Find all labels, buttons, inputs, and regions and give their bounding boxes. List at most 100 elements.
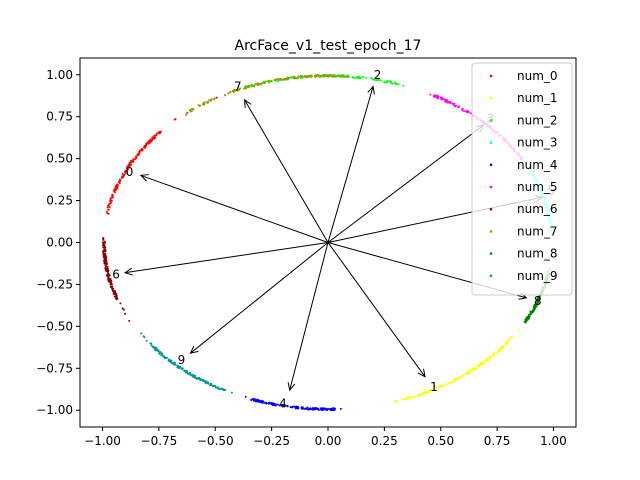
legend-marker-num_8: [489, 252, 493, 255]
point-num_1: [459, 376, 462, 379]
point-num_9: [174, 363, 177, 366]
point-num_1: [435, 388, 438, 391]
y-tick-label: −0.75: [36, 361, 73, 375]
point-num_7: [203, 103, 206, 106]
point-num_4: [325, 409, 328, 412]
point-num_2: [390, 80, 393, 83]
point-num_5: [443, 98, 446, 101]
point-num_7: [278, 77, 281, 80]
point-num_0: [116, 186, 119, 189]
legend-marker-num_1: [489, 96, 493, 100]
point-num_6: [107, 272, 110, 275]
point-num_1: [413, 396, 416, 399]
point-num_2: [351, 76, 354, 79]
legend-label-num_8: num_8: [517, 247, 558, 261]
point-num_7: [303, 74, 306, 77]
y-tick-label: −0.25: [36, 277, 73, 291]
arrow-4: [289, 242, 329, 391]
point-num_7: [256, 82, 259, 85]
point-num_6: [104, 252, 107, 255]
point-num_6: [128, 319, 131, 322]
point-num_2: [386, 79, 389, 82]
legend-label-num_4: num_4: [517, 158, 558, 172]
point-num_7: [258, 83, 261, 86]
point-num_2: [395, 83, 398, 86]
point-num_0: [143, 146, 145, 149]
legend-marker-num_9: [489, 274, 493, 278]
point-num_4: [296, 405, 299, 408]
point-num_4: [262, 400, 265, 403]
point-num_0: [124, 172, 127, 175]
legend-box: [471, 62, 573, 296]
point-num_9: [161, 352, 164, 355]
point-num_9: [183, 370, 186, 373]
point-num_0: [152, 136, 155, 139]
arrow-2: [327, 86, 374, 243]
point-num_6: [123, 312, 126, 315]
point-num_2: [397, 83, 400, 86]
point-num_2: [358, 76, 361, 79]
point-num_9: [173, 362, 176, 365]
point-num_4: [268, 402, 271, 405]
point-num_4: [276, 403, 279, 406]
point-num_9: [204, 380, 207, 383]
point-num_0: [147, 142, 150, 145]
point-num_7: [331, 75, 334, 78]
point-num_0: [109, 200, 112, 203]
arrow-0: [140, 174, 329, 243]
point-num_0: [108, 206, 111, 209]
point-num_0: [113, 188, 116, 191]
point-num_8: [530, 311, 533, 314]
arrow-label-6: 6: [112, 267, 120, 281]
point-num_5: [446, 99, 449, 102]
point-num_7: [346, 75, 349, 78]
point-num_1: [432, 388, 435, 391]
series-num_6: [101, 237, 131, 322]
point-num_1: [401, 398, 404, 401]
point-num_8: [537, 301, 540, 304]
point-num_4: [329, 408, 332, 411]
point-num_9: [217, 386, 220, 389]
point-num_9: [199, 378, 202, 381]
legend-marker-num_0: [489, 74, 493, 78]
point-num_1: [498, 349, 501, 352]
point-num_7: [203, 101, 206, 104]
point-num_1: [511, 335, 514, 338]
point-num_7: [293, 77, 296, 80]
point-num_9: [169, 359, 172, 362]
point-num_7: [273, 79, 276, 81]
point-num_7: [299, 76, 302, 79]
point-num_2: [365, 76, 368, 79]
point-num_0: [107, 212, 110, 215]
point-num_0: [124, 170, 127, 173]
point-num_0: [154, 136, 157, 139]
point-num_9: [176, 366, 179, 369]
point-num_1: [395, 401, 398, 404]
point-num_4: [272, 402, 275, 405]
point-num_1: [483, 362, 486, 365]
point-num_0: [111, 193, 114, 196]
point-num_6: [110, 281, 113, 284]
arrow-7: [244, 99, 329, 243]
point-num_7: [247, 84, 250, 87]
point-num_7: [243, 87, 246, 90]
point-num_6: [112, 290, 115, 292]
point-num_2: [297, 75, 300, 78]
point-num_6: [105, 260, 108, 263]
point-num_7: [238, 87, 241, 90]
point-num_9: [167, 360, 170, 363]
point-num_5: [457, 105, 460, 108]
legend-label-num_2: num_2: [517, 113, 558, 127]
point-num_7: [315, 74, 318, 77]
point-num_4: [302, 407, 305, 410]
point-num_6: [107, 276, 110, 279]
x-tick-label: −0.75: [141, 434, 178, 448]
x-tick-label: 1.00: [540, 434, 567, 448]
legend-marker-num_5: [489, 185, 493, 189]
point-num_9: [222, 388, 225, 391]
point-num_6: [114, 295, 117, 298]
point-num_7: [262, 81, 265, 84]
point-num_0: [121, 176, 124, 179]
point-num_7: [277, 78, 280, 81]
y-axis: −1.00 −0.75 −0.50 −0.25 0.00 0.25 0.50 0.75 1.00: [36, 68, 80, 417]
